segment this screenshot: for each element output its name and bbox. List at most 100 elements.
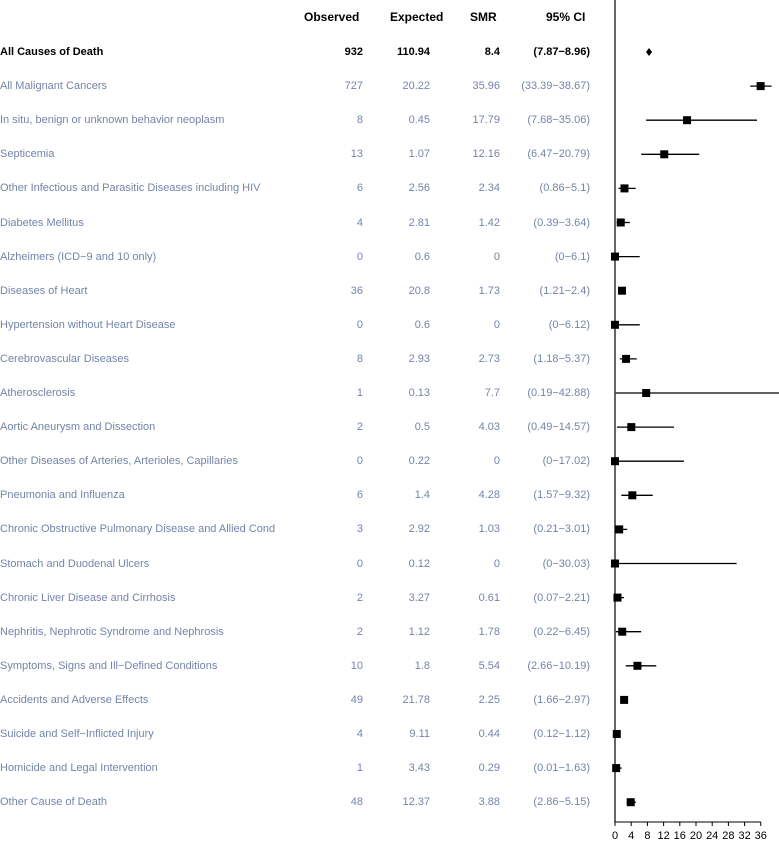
ci-value: (1.18−5.37): [533, 352, 590, 365]
x-tick-label: 8: [644, 830, 650, 842]
smr-value: 1.42: [478, 216, 500, 229]
smr-value: 12.16: [472, 148, 500, 161]
row-label: Septicemia: [0, 148, 55, 161]
smr-value: 17.79: [472, 114, 500, 127]
estimate-marker: [622, 354, 631, 363]
table-row: Accidents and Adverse Effects 49 21.78 2.25…: [0, 690, 600, 710]
table-row: Other Infectious and Parasitic Diseases …: [0, 178, 600, 198]
x-tick-label: 4: [628, 830, 634, 842]
header-expected: Expected: [390, 10, 444, 24]
row-label: All Causes of Death: [0, 46, 104, 58]
smr-value: 0.44: [478, 728, 500, 740]
ci-value: (1.66−2.97): [533, 693, 590, 706]
estimate-marker: [618, 286, 627, 295]
estimate-marker: [613, 593, 622, 602]
ci-value: (1.21−2.4): [539, 284, 590, 297]
table-row: Chronic Liver Disease and Cirrhosis 2 3.27…: [0, 588, 600, 608]
ci-value: (33.39−38.67): [521, 80, 590, 93]
ci-value: (7.68−35.06): [527, 114, 590, 127]
ci-value: (0.39−3.64): [533, 216, 590, 229]
estimate-marker: [618, 627, 627, 636]
row-label: Accidents and Adverse Effects: [0, 693, 149, 706]
smr-value: 0.29: [478, 762, 500, 775]
smr-value: 7.7: [484, 387, 500, 399]
table-row: Cerebrovascular Diseases 8 2.93 2.73 (1.18−5…: [0, 349, 600, 369]
row-label: Diseases of Heart: [0, 284, 88, 297]
estimate-marker: [620, 184, 629, 193]
x-tick-label: 20: [690, 830, 702, 842]
row-label: Cerebrovascular Diseases: [0, 352, 129, 365]
smr-value: 1.03: [478, 523, 500, 536]
table-row: Pneumonia and Influenza 6 1.4 4.28 (1.57−9.3…: [0, 485, 600, 505]
expected-value: 3.43: [408, 762, 430, 775]
table-row: Nephritis, Nephrotic Syndrome and Nephro…: [0, 622, 600, 642]
observed-value: 48: [350, 796, 363, 809]
ci-value: (0.22−6.45): [533, 625, 590, 638]
ci-value: (0.21−3.01): [533, 523, 590, 536]
table-row: Atherosclerosis 1 0.13 7.7 (0.19−42.88): [0, 383, 600, 403]
observed-value: 6: [356, 489, 363, 502]
row-label: Atherosclerosis: [0, 387, 76, 399]
smr-value: 2.73: [478, 352, 500, 365]
estimate-marker: [615, 525, 624, 534]
x-tick-label: 12: [657, 830, 669, 842]
row-label: Pneumonia and Influenza: [0, 489, 125, 502]
observed-value: 4: [356, 216, 363, 229]
row-label: Nephritis, Nephrotic Syndrome and Nephro…: [0, 625, 224, 638]
table-row: Diabetes Mellitus 4 2.81 1.42 (0.39−3.64): [0, 213, 600, 233]
estimate-diamond: [646, 48, 653, 56]
x-tick-label: 32: [738, 830, 750, 842]
row-label: Chronic Obstructive Pulmonary Disease an…: [0, 523, 276, 536]
table-row: Diseases of Heart 36 20.8 1.73 (1.21−2.4): [0, 281, 600, 301]
expected-value: 0.5: [414, 421, 430, 434]
observed-value: 49: [350, 693, 363, 706]
table-row: Alzheimers (ICD−9 and 10 only) 0 0.6 0 (0−6.…: [0, 247, 600, 267]
ci-value: (6.47−20.79): [527, 148, 590, 161]
ci-value: (0−17.02): [542, 455, 590, 468]
observed-value: 2: [356, 625, 363, 638]
row-label: Chronic Liver Disease and Cirrhosis: [0, 591, 176, 604]
expected-value: 0.12: [408, 557, 430, 570]
row-label: In situ, benign or unknown behavior neop…: [0, 114, 225, 127]
table-row: Septicemia 13 1.07 12.16 (6.47−20.79): [0, 144, 600, 164]
forest-plot: 0 4 8 12 16 20 24 28 32 36: [611, 0, 779, 842]
row-label: Aortic Aneurysm and Dissection: [0, 421, 156, 434]
x-tick-label: 36: [755, 830, 767, 842]
table-row: Other Diseases of Arteries, Arterioles, …: [0, 451, 600, 471]
row-label: Stomach and Duodenal Ulcers: [0, 557, 150, 570]
smr-value: 5.54: [478, 659, 500, 672]
smr-value: 2.25: [478, 693, 500, 706]
estimate-marker: [620, 695, 629, 704]
expected-value: 12.37: [402, 796, 430, 809]
estimate-marker: [633, 661, 642, 670]
row-label: All Malignant Cancers: [0, 80, 107, 93]
table-row: Chronic Obstructive Pulmonary Disease an…: [0, 519, 600, 539]
row-label: Homicide and Legal Intervention: [0, 762, 158, 775]
observed-value: 8: [356, 114, 363, 127]
smr-value: 0: [493, 318, 500, 331]
x-tick-label: 24: [706, 830, 718, 842]
observed-value: 3: [356, 523, 363, 536]
ci-value: (0.01−1.63): [533, 762, 590, 775]
smr-value: 0: [493, 557, 500, 570]
table-row: Other Cause of Death 48 12.37 3.88 (2.86−5.1…: [0, 792, 600, 812]
ci-value: (0.07−2.21): [533, 591, 590, 604]
expected-value: 0.22: [408, 455, 430, 468]
observed-value: 10: [350, 659, 363, 672]
row-label: Suicide and Self−Inflicted Injury: [0, 728, 154, 740]
observed-value: 4: [356, 728, 363, 740]
estimate-marker: [683, 116, 692, 125]
row-label: Alzheimers (ICD−9 and 10 only): [0, 250, 157, 263]
expected-value: 0.6: [414, 250, 430, 263]
ci-value: (0−6.12): [548, 318, 590, 331]
row-label: Symptoms, Signs and Ill−Defined Conditio…: [0, 659, 218, 672]
smr-value: 4.03: [478, 421, 500, 434]
expected-value: 1.12: [408, 625, 430, 638]
smr-value: 4.28: [478, 489, 500, 502]
estimate-marker: [616, 218, 625, 227]
expected-value: 1.07: [408, 148, 430, 161]
row-label: Other Cause of Death: [0, 796, 108, 809]
table-row: Hypertension without Heart Disease 0 0.6 0 (…: [0, 315, 600, 335]
header-ci: 95% CI: [546, 10, 586, 24]
expected-value: 0.13: [408, 387, 430, 399]
